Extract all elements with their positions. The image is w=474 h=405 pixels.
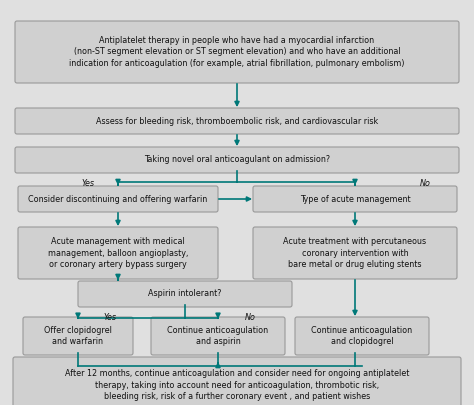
Text: Consider discontinuing and offering warfarin: Consider discontinuing and offering warf… — [28, 194, 208, 203]
FancyBboxPatch shape — [15, 21, 459, 83]
Text: Continue anticoagulation
and clopidogrel: Continue anticoagulation and clopidogrel — [311, 326, 412, 346]
Text: Yes: Yes — [82, 179, 94, 188]
FancyBboxPatch shape — [253, 186, 457, 212]
Text: Assess for bleeding risk, thromboembolic risk, and cardiovascular risk: Assess for bleeding risk, thromboembolic… — [96, 117, 378, 126]
FancyBboxPatch shape — [15, 108, 459, 134]
FancyBboxPatch shape — [18, 186, 218, 212]
FancyBboxPatch shape — [23, 317, 133, 355]
FancyBboxPatch shape — [295, 317, 429, 355]
Text: Acute management with medical
management, balloon angioplasty,
or coronary arter: Acute management with medical management… — [48, 237, 188, 269]
Text: Antiplatelet therapy in people who have had a myocardial infarction
(non-ST segm: Antiplatelet therapy in people who have … — [69, 36, 405, 68]
Text: Offer clopidogrel
and warfarin: Offer clopidogrel and warfarin — [44, 326, 112, 346]
FancyBboxPatch shape — [253, 227, 457, 279]
Text: Aspirin intolerant?: Aspirin intolerant? — [148, 290, 222, 298]
Text: After 12 months, continue anticoagulation and consider need for ongoing antiplat: After 12 months, continue anticoagulatio… — [65, 369, 409, 401]
Text: Taking novel oral anticoagulant on admission?: Taking novel oral anticoagulant on admis… — [144, 156, 330, 164]
Text: Continue anticoagulation
and aspirin: Continue anticoagulation and aspirin — [167, 326, 269, 346]
Text: Type of acute management: Type of acute management — [300, 194, 410, 203]
FancyBboxPatch shape — [18, 227, 218, 279]
FancyBboxPatch shape — [13, 357, 461, 405]
Text: No: No — [419, 179, 430, 188]
Text: Acute treatment with percutaneous
coronary intervention with
bare metal or drug : Acute treatment with percutaneous corona… — [283, 237, 427, 269]
Text: No: No — [245, 313, 255, 322]
FancyBboxPatch shape — [15, 147, 459, 173]
FancyBboxPatch shape — [78, 281, 292, 307]
Text: Yes: Yes — [103, 313, 117, 322]
FancyBboxPatch shape — [151, 317, 285, 355]
